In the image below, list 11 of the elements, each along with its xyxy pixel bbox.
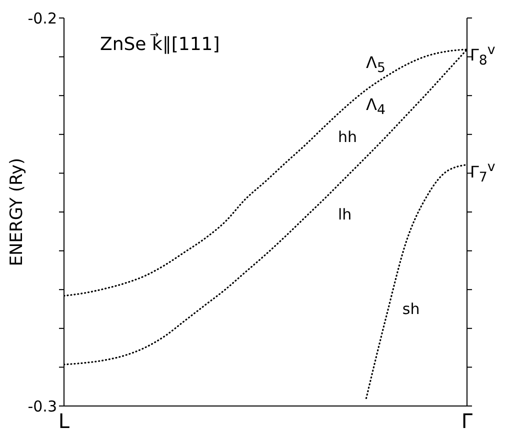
y-axis-title: ENERGY (Ry)	[7, 158, 28, 266]
annotation: Λ$_{4}$	[366, 95, 386, 120]
x-tick-label: Γ	[461, 409, 474, 434]
y-tick-label: -0.2	[28, 9, 57, 28]
annotation: Λ$_{5}$	[366, 53, 386, 78]
x-tick-label: L	[58, 409, 70, 434]
y-tick-label: -0.3	[28, 397, 57, 416]
series-label: lh	[338, 205, 352, 224]
series-label: sh	[402, 300, 420, 318]
text: ZnSe k⃗∥[111]	[100, 34, 220, 55]
series-label: hh	[338, 128, 357, 146]
